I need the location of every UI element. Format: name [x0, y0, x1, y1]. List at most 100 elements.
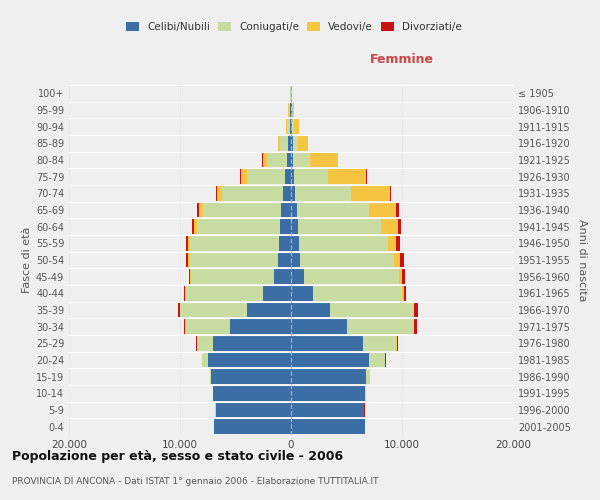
Bar — [413, 320, 417, 334]
Bar — [188, 252, 189, 268]
Bar — [283, 186, 291, 200]
Bar — [247, 302, 291, 318]
Bar — [291, 320, 347, 334]
Bar — [291, 302, 330, 318]
Bar — [294, 120, 299, 134]
Bar — [291, 420, 365, 434]
Bar — [210, 370, 211, 384]
Bar — [398, 270, 402, 284]
Bar — [280, 220, 291, 234]
Bar — [217, 186, 222, 200]
Bar — [278, 252, 291, 268]
Bar — [291, 186, 295, 200]
Bar — [222, 186, 283, 200]
Bar — [190, 236, 279, 250]
Bar — [263, 152, 267, 168]
Y-axis label: Anni di nascita: Anni di nascita — [577, 218, 587, 301]
Bar — [397, 336, 398, 350]
Bar — [188, 236, 190, 250]
Bar — [281, 202, 291, 218]
Bar — [211, 370, 291, 384]
Bar — [296, 202, 369, 218]
Bar — [313, 286, 402, 300]
Bar — [190, 270, 191, 284]
Bar — [351, 186, 390, 200]
Bar — [189, 252, 278, 268]
Bar — [397, 236, 400, 250]
Bar — [291, 202, 296, 218]
Bar — [274, 270, 291, 284]
Bar — [300, 252, 394, 268]
Bar — [291, 286, 313, 300]
Bar — [185, 320, 230, 334]
Bar — [291, 120, 292, 134]
Bar — [330, 302, 413, 318]
Legend: Celibi/Nubili, Coniugati/e, Vedovi/e, Divorziati/e: Celibi/Nubili, Coniugati/e, Vedovi/e, Di… — [122, 18, 466, 36]
Bar — [404, 286, 406, 300]
Bar — [191, 270, 274, 284]
Bar — [291, 102, 292, 118]
Bar — [398, 220, 401, 234]
Text: Popolazione per età, sesso e stato civile - 2006: Popolazione per età, sesso e stato civil… — [12, 450, 343, 463]
Bar — [293, 136, 298, 150]
Bar — [402, 270, 406, 284]
Bar — [293, 102, 294, 118]
Bar — [288, 136, 291, 150]
Bar — [278, 136, 280, 150]
Bar — [287, 120, 290, 134]
Bar — [192, 220, 194, 234]
Bar — [292, 102, 293, 118]
Bar — [293, 152, 310, 168]
Bar — [289, 102, 290, 118]
Bar — [400, 252, 404, 268]
Bar — [279, 236, 291, 250]
Y-axis label: Fasce di età: Fasce di età — [22, 227, 32, 293]
Bar — [185, 236, 188, 250]
Text: Femmine: Femmine — [370, 52, 434, 66]
Bar — [197, 336, 214, 350]
Bar — [280, 136, 288, 150]
Bar — [199, 202, 203, 218]
Bar — [203, 202, 281, 218]
Bar — [394, 252, 400, 268]
Bar — [291, 370, 367, 384]
Bar — [291, 152, 293, 168]
Bar — [390, 186, 391, 200]
Bar — [304, 270, 398, 284]
Bar — [381, 220, 398, 234]
Bar — [292, 120, 294, 134]
Bar — [197, 220, 280, 234]
Bar — [184, 286, 185, 300]
Bar — [402, 286, 404, 300]
Bar — [290, 102, 291, 118]
Bar — [214, 336, 291, 350]
Bar — [178, 302, 179, 318]
Bar — [328, 170, 367, 184]
Bar — [214, 420, 291, 434]
Bar — [295, 186, 351, 200]
Bar — [286, 120, 287, 134]
Bar — [202, 352, 208, 368]
Bar — [368, 202, 397, 218]
Bar — [388, 236, 397, 250]
Bar — [298, 220, 381, 234]
Bar — [188, 270, 190, 284]
Bar — [291, 402, 364, 417]
Bar — [197, 202, 199, 218]
Bar — [215, 402, 291, 417]
Bar — [291, 236, 299, 250]
Bar — [295, 170, 328, 184]
Text: PROVINCIA DI ANCONA - Dati ISTAT 1° gennaio 2006 - Elaborazione TUTTITALIA.IT: PROVINCIA DI ANCONA - Dati ISTAT 1° genn… — [12, 478, 379, 486]
Bar — [414, 302, 418, 318]
Bar — [291, 220, 298, 234]
Bar — [194, 220, 197, 234]
Bar — [291, 336, 363, 350]
Bar — [367, 370, 370, 384]
Bar — [208, 352, 291, 368]
Bar — [184, 320, 185, 334]
Bar — [287, 152, 291, 168]
Bar — [185, 252, 188, 268]
Bar — [299, 236, 388, 250]
Bar — [291, 386, 365, 400]
Bar — [263, 286, 291, 300]
